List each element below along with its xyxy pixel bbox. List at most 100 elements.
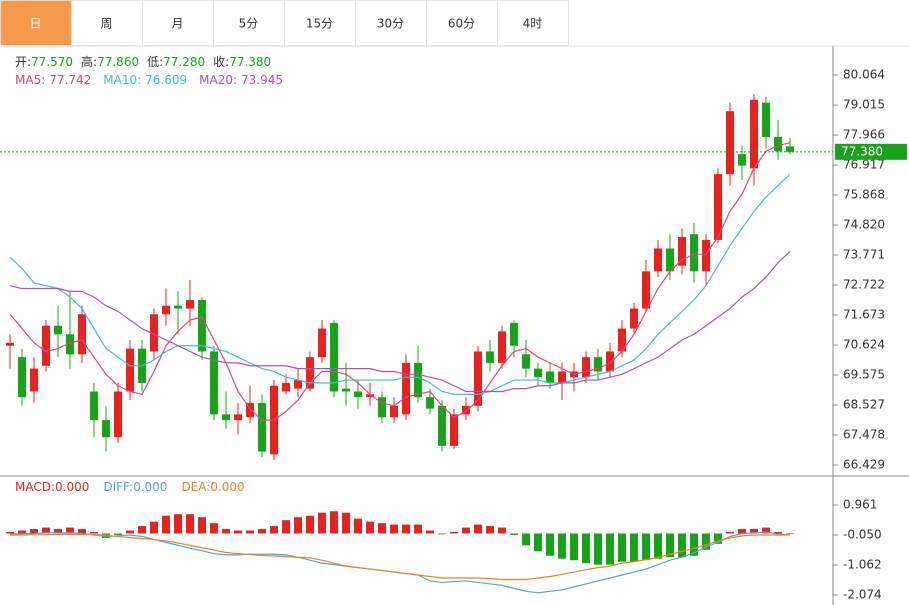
candle-body bbox=[90, 391, 98, 421]
tab-label: 30分 bbox=[377, 17, 404, 31]
macd-bar bbox=[558, 533, 566, 559]
macd-bar bbox=[150, 521, 158, 534]
macd-bar bbox=[570, 533, 578, 561]
macd-bar bbox=[222, 529, 230, 534]
candle-body bbox=[354, 391, 362, 398]
candle-body bbox=[678, 237, 686, 266]
y-tick-label: -1.062 bbox=[843, 557, 882, 571]
y-tick-label: 67.478 bbox=[843, 428, 885, 442]
legend-name: MA10: bbox=[103, 73, 141, 87]
candle-body bbox=[150, 314, 158, 352]
candle-body bbox=[630, 308, 638, 329]
y-tick-label: 72.722 bbox=[843, 278, 885, 292]
macd-bar bbox=[510, 533, 518, 535]
candle-body bbox=[750, 99, 758, 169]
macd-line bbox=[10, 533, 790, 581]
legend-name: MACD: bbox=[15, 480, 55, 494]
macd-legend: MACD:0.000 DIFF:0.000 DEA:0.000 bbox=[15, 480, 245, 494]
macd-bar bbox=[246, 530, 254, 534]
y-tick-label: -2.074 bbox=[843, 588, 882, 602]
y-tick-label: 74.820 bbox=[843, 218, 885, 232]
candle-body bbox=[438, 405, 446, 446]
macd-bar bbox=[702, 533, 710, 550]
last-price-box bbox=[835, 143, 907, 160]
y-tick-label: 80.064 bbox=[843, 68, 885, 82]
macd-bar bbox=[30, 529, 38, 534]
macd-bar bbox=[294, 517, 302, 534]
tab[interactable] bbox=[355, 0, 427, 46]
candle-body bbox=[54, 325, 62, 335]
candle-body bbox=[774, 136, 782, 152]
macd-bar bbox=[738, 529, 746, 534]
macd-bar bbox=[450, 532, 458, 534]
macd-bar bbox=[534, 533, 542, 552]
candle-body bbox=[126, 348, 134, 392]
macd-bar bbox=[390, 524, 398, 534]
macd-bar bbox=[666, 533, 674, 558]
candle-body bbox=[690, 234, 698, 272]
candle-body bbox=[162, 305, 170, 315]
macd-bar bbox=[42, 527, 50, 534]
candle-body bbox=[738, 154, 746, 166]
candle-body bbox=[186, 299, 194, 309]
candle-body bbox=[654, 248, 662, 272]
legend-value: 76.609 bbox=[145, 73, 187, 87]
macd-bar bbox=[114, 533, 122, 535]
macd-bar bbox=[486, 526, 494, 534]
macd-bar bbox=[282, 520, 290, 534]
macd-bar bbox=[414, 524, 422, 534]
candle-body bbox=[594, 357, 602, 372]
info-value: 77.380 bbox=[229, 55, 271, 69]
legend-value: 0.000 bbox=[210, 480, 244, 494]
macd-bar bbox=[762, 527, 770, 534]
candle-body bbox=[582, 357, 590, 378]
macd-bar bbox=[354, 518, 362, 534]
candle-body bbox=[762, 102, 770, 137]
macd-bar bbox=[690, 533, 698, 556]
candle-body bbox=[786, 146, 794, 152]
macd-bar bbox=[582, 533, 590, 564]
tab[interactable] bbox=[71, 0, 143, 46]
y-tick-label: 77.966 bbox=[843, 128, 885, 142]
macd-bar bbox=[750, 529, 758, 534]
legend-value: 0.000 bbox=[55, 480, 89, 494]
candle-body bbox=[294, 380, 302, 389]
candle-body bbox=[114, 391, 122, 438]
macd-bar bbox=[330, 511, 338, 534]
candle-body bbox=[726, 111, 734, 175]
legend-name: DEA: bbox=[181, 480, 210, 494]
ma-line bbox=[9, 173, 791, 395]
tab[interactable] bbox=[0, 0, 72, 46]
legend-value: 73.945 bbox=[241, 73, 283, 87]
candle-body bbox=[450, 414, 458, 446]
candle-body bbox=[642, 271, 650, 309]
tab[interactable] bbox=[497, 0, 569, 46]
y-tick-label: 71.673 bbox=[843, 308, 885, 322]
tab-label: 15分 bbox=[306, 17, 333, 31]
y-tick-label: 76.917 bbox=[843, 158, 885, 172]
candle-body bbox=[198, 299, 206, 352]
candle-body bbox=[402, 362, 410, 415]
y-tick-label: 75.868 bbox=[843, 188, 885, 202]
tab[interactable] bbox=[142, 0, 214, 46]
candle-body bbox=[702, 239, 710, 272]
macd-bar bbox=[18, 530, 26, 534]
candle-body bbox=[30, 368, 38, 392]
legend-value: 77.742 bbox=[49, 73, 91, 87]
y-tick-label: 66.429 bbox=[843, 458, 885, 472]
candle-body bbox=[318, 328, 326, 358]
macd-bar bbox=[6, 532, 14, 534]
ma-legend: MA5: 77.742 MA10: 76.609 MA20: 73.945 bbox=[15, 73, 283, 87]
candle-body bbox=[618, 328, 626, 352]
macd-bar bbox=[606, 533, 614, 565]
tab-label: 周 bbox=[100, 17, 112, 31]
macd-bar bbox=[138, 526, 146, 534]
candle-body bbox=[414, 362, 422, 398]
tab-label: 5分 bbox=[239, 17, 259, 31]
candle-body bbox=[234, 414, 242, 421]
macd-bar bbox=[654, 533, 662, 559]
macd-bar bbox=[270, 526, 278, 534]
candle-body bbox=[474, 351, 482, 406]
info-value: 77.280 bbox=[163, 55, 205, 69]
